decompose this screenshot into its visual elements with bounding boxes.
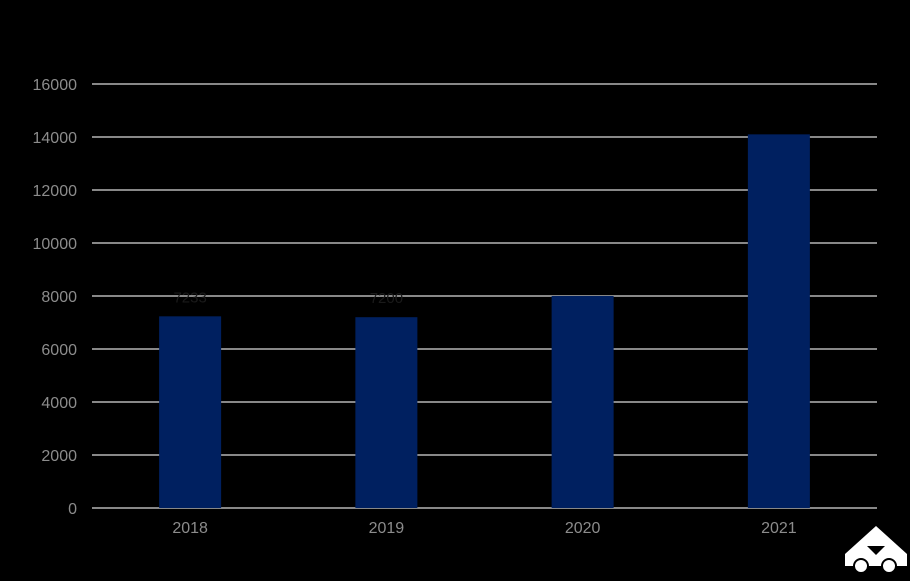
data-label-2018: 7233 (173, 289, 206, 306)
bars (159, 134, 810, 508)
data-labels: 7233 7200 (173, 289, 403, 307)
x-axis-category-labels: 2018 2019 2020 2021 (172, 520, 796, 537)
y-tick-label: 8000 (41, 289, 77, 306)
x-category-label: 2020 (565, 520, 601, 537)
data-label-2019: 7200 (370, 290, 403, 307)
y-tick-label: 6000 (41, 342, 77, 359)
bar-2020 (551, 296, 614, 508)
y-tick-label: 12000 (33, 183, 78, 200)
delivery-vehicle-logo-icon (845, 526, 907, 574)
y-tick-label: 0 (68, 501, 77, 518)
bar-2018 (159, 316, 222, 508)
x-category-label: 2021 (761, 520, 797, 537)
x-category-label: 2019 (369, 520, 405, 537)
x-category-label: 2018 (172, 520, 208, 537)
y-tick-label: 2000 (41, 448, 77, 465)
y-tick-label: 4000 (41, 395, 77, 412)
bar-2019 (355, 317, 418, 508)
bar-2021 (747, 134, 810, 508)
y-tick-label: 14000 (33, 130, 78, 147)
y-axis-tick-labels: 0 2000 4000 6000 8000 10000 12000 14000 16000 (33, 77, 78, 518)
y-tick-label: 10000 (33, 236, 78, 253)
y-tick-label: 16000 (33, 77, 78, 94)
gridlines (92, 83, 877, 509)
